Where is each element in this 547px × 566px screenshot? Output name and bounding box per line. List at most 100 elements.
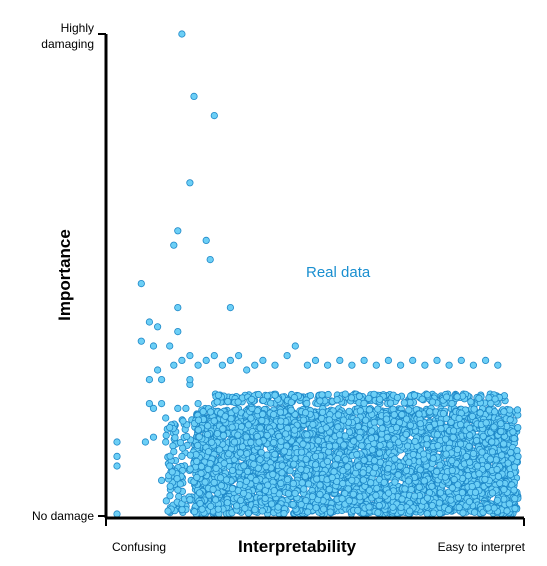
data-point-3988	[472, 436, 481, 445]
x-axis-title: Interpretability	[238, 537, 357, 556]
data-point-3998	[426, 408, 434, 416]
data-point-2982	[390, 411, 398, 419]
data-point-3620	[455, 503, 463, 511]
data-point-4434	[194, 361, 202, 369]
data-point-3889	[330, 468, 338, 476]
data-point-3422	[214, 489, 222, 497]
data-point-4408	[178, 356, 186, 364]
data-point-4440	[243, 366, 251, 374]
data-point-3993	[398, 410, 406, 419]
data-point-3947	[323, 457, 331, 465]
data-point-3621	[316, 481, 324, 489]
data-point-3961	[355, 434, 363, 442]
data-point-4404	[137, 337, 145, 345]
data-point-4395	[202, 236, 210, 244]
data-point-3771	[263, 431, 271, 439]
data-point-3972	[356, 493, 364, 501]
data-point-3568	[365, 486, 374, 494]
data-point-3680	[314, 436, 322, 445]
data-point-4411	[145, 375, 153, 384]
data-point-3092	[199, 407, 207, 416]
x-tick-label-max: Easy to interpret	[437, 540, 525, 554]
y-tick-label-max-line1: Highly	[60, 21, 94, 35]
data-point-3949	[506, 416, 514, 424]
data-point-4465	[392, 423, 401, 432]
data-point-3938	[429, 509, 438, 517]
data-point-3765	[267, 500, 276, 508]
data-point-3867	[208, 438, 216, 446]
data-point-3601	[210, 478, 218, 487]
data-point-3990	[396, 462, 404, 470]
data-point-3896	[277, 417, 285, 425]
data-point-3997	[258, 410, 267, 418]
data-point-4368	[214, 391, 222, 399]
y-tick-label-max-line2: damaging	[41, 37, 94, 51]
data-point-4432	[198, 505, 206, 513]
data-point-3922	[251, 506, 259, 514]
data-point-3220	[242, 433, 250, 441]
data-point-3852	[470, 405, 478, 413]
data-point-4380	[287, 398, 295, 406]
data-point-3120	[407, 485, 415, 494]
data-point-4427	[178, 452, 186, 460]
data-point-3305	[270, 438, 278, 447]
data-point-3924	[281, 430, 290, 438]
y-tick-label-min: No damage	[31, 509, 94, 523]
data-point-4430	[174, 486, 182, 494]
data-point-4449	[336, 356, 344, 364]
data-point-4386	[113, 510, 121, 518]
data-point-3794	[343, 463, 352, 471]
data-point-3720	[318, 408, 327, 416]
data-point-4403	[174, 327, 182, 336]
data-point-4420	[174, 404, 182, 412]
data-point-3689	[493, 465, 501, 474]
data-point-3213	[219, 425, 227, 433]
data-point-3898	[423, 510, 431, 518]
data-point-3633	[277, 479, 285, 487]
data-point-4450	[348, 361, 356, 369]
data-point-3747	[243, 449, 251, 458]
data-point-4436	[210, 351, 218, 360]
data-point-3437	[283, 475, 292, 484]
data-point-3965	[225, 450, 233, 458]
data-point-3926	[221, 412, 229, 420]
data-point-3630	[374, 508, 382, 517]
data-point-3642	[236, 449, 244, 457]
data-point-3587	[398, 495, 406, 503]
real-data-annotation: Real data	[306, 264, 371, 281]
data-point-4372	[224, 397, 232, 406]
data-point-4407	[186, 351, 194, 360]
data-point-3846	[391, 478, 399, 486]
data-point-3918	[348, 476, 356, 484]
data-point-3991	[217, 474, 225, 482]
data-point-4123	[183, 432, 191, 440]
data-point-3673	[403, 442, 412, 450]
data-point-3893	[356, 407, 364, 415]
data-point-3408	[382, 415, 391, 423]
data-point-3999	[255, 438, 263, 446]
data-point-3929	[322, 424, 330, 432]
data-point-2320	[244, 509, 252, 517]
data-point-3953	[250, 460, 258, 468]
data-point-4429	[158, 476, 166, 484]
data-point-4344	[347, 394, 356, 402]
data-point-3299	[289, 500, 297, 508]
data-point-4464	[311, 452, 320, 460]
data-point-4426	[170, 447, 178, 456]
data-point-3879	[263, 451, 271, 459]
data-point-3653	[465, 498, 473, 506]
data-point-3815	[274, 503, 282, 511]
data-point-3504	[312, 504, 320, 512]
data-point-3632	[496, 479, 504, 487]
data-point-4364	[263, 392, 271, 400]
data-point-3701	[367, 479, 375, 487]
data-point-3871	[488, 489, 497, 497]
data-point-3996	[437, 424, 445, 433]
data-point-3715	[339, 466, 347, 475]
data-point-3776	[365, 406, 373, 414]
data-point-3651	[247, 414, 255, 422]
data-point-3751	[510, 463, 519, 471]
data-point-4017	[194, 441, 202, 449]
data-point-4039	[162, 497, 170, 505]
data-point-4336	[418, 395, 426, 403]
